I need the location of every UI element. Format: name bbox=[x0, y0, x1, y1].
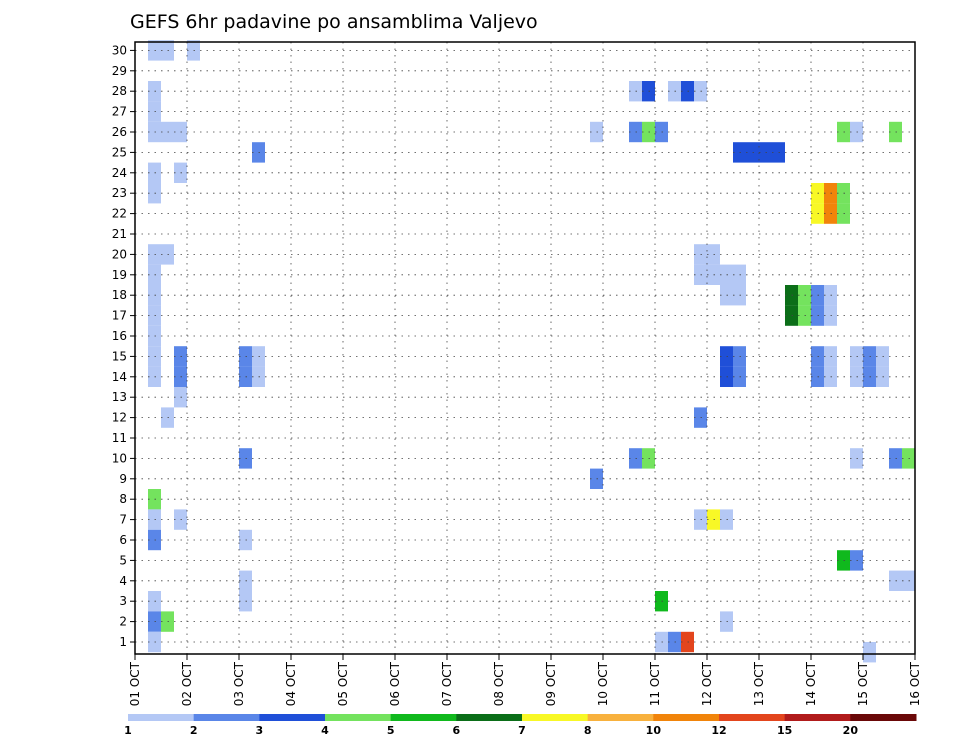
y-tick-label: 5 bbox=[119, 553, 127, 567]
y-tick-label: 12 bbox=[112, 411, 127, 425]
x-tick-label: 08 OCT bbox=[492, 661, 506, 706]
colorbar-label: 8 bbox=[584, 724, 592, 737]
colorbar-swatch bbox=[456, 714, 523, 721]
cells-layer bbox=[148, 40, 915, 663]
y-tick-label: 29 bbox=[112, 64, 127, 78]
y-tick-label: 3 bbox=[119, 594, 127, 608]
grid-layer bbox=[135, 42, 915, 654]
y-tick-label: 2 bbox=[119, 615, 127, 629]
colorbar-label: 12 bbox=[711, 724, 726, 737]
colorbar-swatch bbox=[128, 714, 195, 721]
colorbar-label: 1 bbox=[124, 724, 132, 737]
colorbar-swatch bbox=[784, 714, 851, 721]
y-axis: 1234567891011121314151617181920212223242… bbox=[112, 43, 135, 649]
y-tick-label: 22 bbox=[112, 207, 127, 221]
colorbar-swatch bbox=[390, 714, 457, 721]
colorbar-label: 20 bbox=[843, 724, 859, 737]
colorbar: 1 2 3 4 5 6 7 8 10 12 15 20 bbox=[124, 714, 917, 737]
y-tick-label: 14 bbox=[112, 370, 127, 384]
y-tick-label: 27 bbox=[112, 105, 127, 119]
y-tick-label: 26 bbox=[112, 125, 127, 139]
y-tick-label: 30 bbox=[112, 43, 127, 57]
colorbar-label: 4 bbox=[321, 724, 329, 737]
x-tick-label: 14 OCT bbox=[804, 661, 818, 706]
y-tick-label: 23 bbox=[112, 186, 127, 200]
y-tick-label: 19 bbox=[112, 268, 127, 282]
x-tick-label: 02 OCT bbox=[180, 661, 194, 706]
y-tick-label: 18 bbox=[112, 288, 127, 302]
x-tick-label: 09 OCT bbox=[544, 661, 558, 706]
y-tick-label: 6 bbox=[119, 533, 127, 547]
y-tick-label: 13 bbox=[112, 390, 127, 404]
y-tick-label: 16 bbox=[112, 329, 127, 343]
x-axis: 01 OCT 02 OCT 03 OCT 04 OCT 05 OCT 06 OCT 07 O… bbox=[128, 654, 922, 706]
cell-111 bbox=[863, 642, 876, 663]
y-tick-label: 10 bbox=[112, 451, 127, 465]
y-tick-label: 25 bbox=[112, 145, 127, 159]
colorbar-swatch bbox=[259, 714, 326, 721]
y-tick-label: 7 bbox=[119, 513, 127, 527]
colorbar-swatch bbox=[719, 714, 786, 721]
y-tick-label: 17 bbox=[112, 309, 127, 323]
y-tick-label: 11 bbox=[112, 431, 127, 445]
y-tick-label: 28 bbox=[112, 84, 127, 98]
x-tick-label: 10 OCT bbox=[596, 661, 610, 706]
colorbar-label: 6 bbox=[453, 724, 461, 737]
y-tick-label: 9 bbox=[119, 472, 127, 486]
colorbar-swatch bbox=[653, 714, 720, 721]
colorbar-label: 2 bbox=[190, 724, 198, 737]
colorbar-label: 5 bbox=[387, 724, 395, 737]
colorbar-swatch bbox=[587, 714, 654, 721]
chart-title: GEFS 6hr padavine po ansamblima Valjevo bbox=[130, 11, 538, 33]
y-tick-label: 20 bbox=[112, 247, 127, 261]
x-tick-label: 05 OCT bbox=[336, 661, 350, 706]
x-tick-label: 03 OCT bbox=[232, 661, 246, 706]
x-tick-label: 07 OCT bbox=[440, 661, 454, 706]
x-tick-label: 06 OCT bbox=[388, 661, 402, 706]
y-tick-label: 15 bbox=[112, 349, 127, 363]
y-tick-label: 24 bbox=[112, 166, 127, 180]
colorbar-swatch bbox=[325, 714, 392, 721]
y-tick-label: 4 bbox=[119, 574, 127, 588]
colorbar-label: 10 bbox=[646, 724, 662, 737]
x-tick-label: 04 OCT bbox=[284, 661, 298, 706]
x-tick-label: 12 OCT bbox=[700, 661, 714, 706]
colorbar-swatch bbox=[850, 714, 917, 721]
x-tick-label: 15 OCT bbox=[856, 661, 870, 706]
colorbar-label: 15 bbox=[777, 724, 792, 737]
y-tick-label: 8 bbox=[119, 492, 127, 506]
plot-frame bbox=[134, 41, 916, 655]
y-tick-label: 1 bbox=[119, 635, 127, 649]
x-tick-label: 13 OCT bbox=[752, 661, 766, 706]
x-tick-label: 01 OCT bbox=[128, 661, 142, 706]
colorbar-swatch bbox=[522, 714, 589, 721]
x-tick-label: 11 OCT bbox=[648, 661, 662, 706]
y-tick-label: 21 bbox=[112, 227, 127, 241]
colorbar-label: 3 bbox=[256, 724, 264, 737]
x-tick-label: 16 OCT bbox=[908, 661, 922, 706]
colorbar-label: 7 bbox=[518, 724, 526, 737]
colorbar-swatch bbox=[193, 714, 260, 721]
